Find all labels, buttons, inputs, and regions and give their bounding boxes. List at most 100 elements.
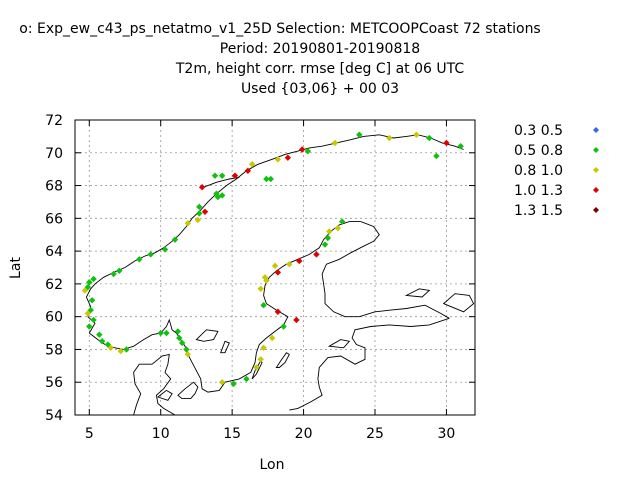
y-tick-label: 64: [45, 244, 63, 260]
station-point: [198, 183, 206, 191]
plot-frame: [74, 119, 476, 416]
station-point: [257, 285, 264, 293]
title-line-used: Used {03,06} + 00 03: [240, 81, 400, 97]
coast-sweden-west: [176, 332, 251, 393]
station-point: [90, 275, 97, 283]
station-point: [296, 257, 303, 265]
station-point: [110, 270, 117, 278]
station-point: [201, 208, 209, 215]
station-point: [90, 316, 97, 324]
y-tick-label: 54: [45, 408, 63, 424]
coast-lake-ladoga: [442, 293, 475, 313]
legend-marker: [593, 147, 599, 153]
station-point: [338, 218, 346, 225]
station-point: [117, 347, 124, 355]
station-point: [230, 380, 237, 388]
station-point: [147, 251, 154, 258]
legend-label: 1.3 1.5: [514, 203, 563, 219]
coast-finland: [321, 221, 450, 319]
station-point: [157, 329, 164, 337]
station-point: [274, 156, 282, 163]
y-tick-label: 68: [45, 179, 63, 195]
station-point: [171, 236, 179, 243]
station-point: [248, 161, 256, 168]
station-point: [218, 192, 226, 199]
y-tick-label: 58: [45, 342, 63, 358]
station-point: [253, 364, 260, 371]
station-point: [213, 190, 220, 197]
station-point: [184, 351, 192, 358]
coastline-map: [85, 134, 475, 416]
x-tick-label: 30: [438, 426, 456, 442]
legend: 0.3 0.5 0.5 0.8 0.8 1.0 1.0 1.3 1.3 1.5: [514, 123, 599, 219]
station-point: [324, 234, 332, 242]
station-point: [304, 147, 312, 155]
coast-norway: [85, 134, 464, 350]
station-point: [286, 261, 293, 268]
x-tick-label: 15: [223, 426, 241, 442]
station-point: [107, 344, 114, 352]
station-point: [426, 134, 433, 142]
station-point: [244, 167, 252, 175]
station-point: [271, 262, 279, 270]
y-tick-label: 56: [45, 375, 63, 391]
station-point: [218, 379, 226, 386]
station-point: [280, 323, 287, 330]
station-point: [86, 279, 93, 286]
station-point: [257, 356, 264, 363]
x-tick-label: 10: [152, 426, 170, 442]
station-point: [88, 297, 96, 304]
coast-funen: [156, 389, 173, 401]
station-point: [267, 175, 274, 183]
station-point: [413, 131, 420, 138]
legend-label: 0.5 0.8: [514, 143, 563, 159]
y-axis-label: Lat: [8, 257, 24, 279]
station-point: [274, 269, 282, 276]
coast-gotland: [275, 352, 290, 368]
station-point: [174, 328, 182, 335]
coast-baltic-south: [289, 317, 450, 411]
coast-lake-vanern: [195, 329, 219, 342]
station-point: [96, 331, 103, 338]
station-points: [81, 131, 464, 388]
x-axis-label: Lon: [260, 457, 285, 473]
station-point: [260, 344, 267, 352]
title-line-variable: T2m, height corr. rmse [deg C] at 06 UTC: [175, 61, 465, 77]
legend-label: 0.8 1.0: [514, 163, 563, 179]
station-point: [86, 323, 93, 330]
station-point: [98, 338, 106, 345]
station-point: [184, 220, 192, 227]
station-point: [136, 256, 143, 263]
station-point: [326, 228, 333, 235]
station-point: [194, 216, 202, 224]
coast-lake-vattern: [220, 340, 230, 354]
coast-zealand: [177, 381, 199, 400]
station-point: [183, 346, 190, 353]
station-point: [218, 172, 226, 179]
legend-label: 1.0 1.3: [514, 183, 563, 199]
station-point: [196, 203, 203, 211]
station-point: [161, 246, 169, 253]
station-point: [268, 334, 276, 342]
station-point: [293, 316, 300, 324]
station-point: [443, 139, 450, 147]
legend-marker: [593, 207, 599, 213]
station-point: [433, 152, 440, 160]
y-tick-label: 66: [45, 211, 63, 227]
title-line-experiment: o: Exp_ew_c43_ps_netatmo_v1_25D Selectio…: [19, 21, 541, 37]
station-point: [243, 375, 250, 383]
title-line-period: Period: 20190801-20190818: [219, 41, 421, 57]
station-point: [298, 146, 306, 153]
station-point: [231, 172, 239, 179]
station-point: [334, 224, 342, 232]
station-point: [457, 143, 464, 150]
station-point: [263, 175, 270, 183]
coast-lake-saimaa: [404, 288, 431, 298]
legend-label: 0.3 0.5: [514, 123, 563, 139]
station-point: [284, 154, 292, 161]
x-tick-label: 25: [366, 426, 384, 442]
x-tick-label: 5: [85, 426, 94, 442]
station-point: [331, 139, 339, 147]
y-tick-label: 62: [45, 277, 63, 293]
